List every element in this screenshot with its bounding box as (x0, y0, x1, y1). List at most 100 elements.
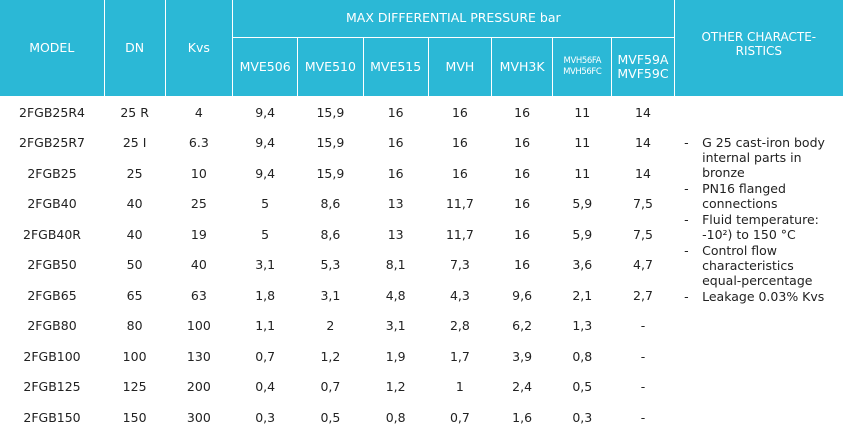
cell-model: 2FGB25R7 (19, 135, 85, 151)
header-mvf59c: MVF59C (617, 66, 669, 81)
cell-mve506: 0,3 (255, 409, 276, 425)
characteristic-item: -G 25 cast-iron body internal parts in b… (682, 135, 833, 180)
characteristic-text: PN16 flanged connections (702, 181, 786, 211)
cell-mvh3k: 2,4 (512, 379, 533, 395)
table-row: 2FGB80 80 100 1,1 2 3,1 2,8 6,2 1,3 - (0, 311, 844, 342)
cell-mvh56: 3,6 (572, 257, 593, 273)
cell-mvh: 2,8 (449, 318, 470, 334)
cell-mve515: 13 (387, 226, 404, 242)
cell-mvh56: 11 (574, 165, 591, 181)
cell-model: 2FGB100 (23, 348, 81, 364)
cell-mvf59: - (640, 348, 646, 364)
cell-kvs: 40 (190, 257, 207, 273)
cell-kvs: 130 (186, 348, 211, 364)
cell-mve506: 3,1 (255, 257, 276, 273)
cell-dn: 40 (126, 226, 143, 242)
table-row: 2FGB50 50 40 3,1 5,3 8,1 7,3 16 3,6 4,7 (0, 250, 844, 281)
cell-dn: 40 (126, 196, 143, 212)
cell-mve506: 9,4 (255, 104, 276, 120)
header-other-characteristics: OTHER CHARACTE- RISTICS (674, 0, 844, 97)
cell-kvs: 19 (190, 226, 207, 242)
cell-mvh3k: 9,6 (512, 287, 533, 303)
table-row: 2FGB25 25 10 9,4 15,9 16 16 16 11 14 (0, 158, 844, 189)
cell-mve515: 16 (387, 104, 404, 120)
cell-mve506: 1,1 (255, 318, 276, 334)
cell-mvf59: 2,7 (633, 287, 653, 303)
cell-dn: 80 (126, 318, 143, 334)
bullet-dash: - (684, 212, 689, 227)
cell-mvf59: - (640, 379, 646, 395)
table-row: 2FGB40 40 25 5 8,6 13 11,7 16 5,9 7,5 (0, 189, 844, 220)
cell-kvs: 10 (190, 165, 207, 181)
header-other-line-2: RISTICS (735, 43, 782, 58)
cell-mvf59: 14 (635, 135, 651, 151)
cell-mve506: 0,7 (255, 348, 276, 364)
cell-model: 2FGB80 (27, 318, 77, 334)
cell-mvh: 16 (451, 104, 468, 120)
cell-mvh3k: 3,9 (512, 348, 533, 364)
header-mvh: MVH (428, 37, 493, 97)
cell-mvf59: 14 (635, 104, 651, 120)
bullet-dash: - (684, 135, 689, 150)
cell-mve506: 1,8 (255, 287, 276, 303)
cell-mve510: 15,9 (316, 165, 345, 181)
characteristic-text: Fluid temperature: -10²) to 150 °C (702, 212, 819, 242)
table-row: 2FGB125 125 200 0,4 0,7 1,2 1 2,4 0,5 - (0, 372, 844, 403)
cell-dn: 65 (126, 287, 143, 303)
cell-mve510: 3,1 (320, 287, 341, 303)
header-mve510: MVE510 (297, 37, 364, 97)
cell-mve515: 1,9 (385, 348, 406, 364)
characteristic-text: Leakage 0.03% Kvs (702, 289, 825, 304)
cell-mve506: 9,4 (255, 165, 276, 181)
cell-mve510: 1,2 (320, 348, 341, 364)
cell-mvh: 0,7 (449, 409, 470, 425)
characteristic-text: Control flow characteristics equal-perce… (702, 243, 813, 288)
cell-model: 2FGB25 (27, 165, 77, 181)
cell-mve510: 5,3 (320, 257, 341, 273)
cell-mvh56: 5,9 (572, 226, 593, 242)
cell-kvs: 200 (186, 379, 211, 395)
cell-model: 2FGB125 (23, 379, 81, 395)
cell-mvh56: 1,3 (572, 318, 593, 334)
cell-model: 2FGB65 (27, 287, 77, 303)
table-body: 2FGB25R4 25 R 4 9,4 15,9 16 16 16 11 14- G 25 cast… (0, 97, 844, 433)
cell-model: 2FGB150 (23, 409, 81, 425)
cell-mve506: 5 (261, 196, 270, 212)
header-max-differential-pressure: MAX DIFFERENTIAL PRESSURE bar (232, 0, 675, 38)
table-row: 2FGB150 150 300 0,3 0,5 0,8 0,7 1,6 0,3 - (0, 402, 844, 433)
characteristic-item: - Leakage 0.03% Kvs (682, 289, 833, 304)
header-mvh56fc: MVH56FC (563, 67, 602, 77)
cell-mve515: 16 (387, 165, 404, 181)
cell-kvs: 4 (194, 104, 203, 120)
table-row: 2FGB65 65 63 1,8 3,1 4,8 4,3 9,6 2,1 2,7 (0, 280, 844, 311)
cell-mvh3k: 16 (514, 226, 531, 242)
cell-mve506: 5 (261, 226, 270, 242)
cell-mvh: 16 (451, 165, 468, 181)
cell-mvh3k: 1,6 (512, 409, 533, 425)
cell-model: 2FGB40 (27, 196, 77, 212)
cell-mvf59: 4,7 (633, 257, 653, 273)
characteristic-item: - PN16 flanged connections (682, 181, 833, 211)
cell-mvh56: 11 (574, 104, 591, 120)
cell-kvs: 100 (186, 318, 211, 334)
cell-mve510: 15,9 (316, 135, 345, 151)
cell-kvs: 25 (190, 196, 207, 212)
cell-mve515: 16 (387, 135, 404, 151)
cell-mve510: 0,5 (320, 409, 341, 425)
bullet-dash: - (684, 181, 689, 196)
cell-mvh3k: 6,2 (512, 318, 533, 334)
cell-mve506: 0,4 (255, 379, 276, 395)
cell-mvh56: 0,5 (572, 379, 593, 395)
table-header: MODEL DN Kvs MAX DIFFERENTIAL PRESSURE b… (0, 0, 844, 97)
cell-model: 2FGB50 (27, 257, 77, 273)
characteristic-item: - Control flow characteristics equal-perc… (682, 243, 833, 288)
cell-mvh: 1 (455, 379, 464, 395)
cell-dn: 125 (122, 379, 147, 395)
cell-mve515: 1,2 (385, 379, 406, 395)
cell-dn: 25 (126, 165, 143, 181)
header-mvh56fa: MVH56FA (563, 55, 602, 66)
cell-dn: 100 (122, 348, 147, 364)
cell-mvf59: 7,5 (633, 196, 653, 212)
